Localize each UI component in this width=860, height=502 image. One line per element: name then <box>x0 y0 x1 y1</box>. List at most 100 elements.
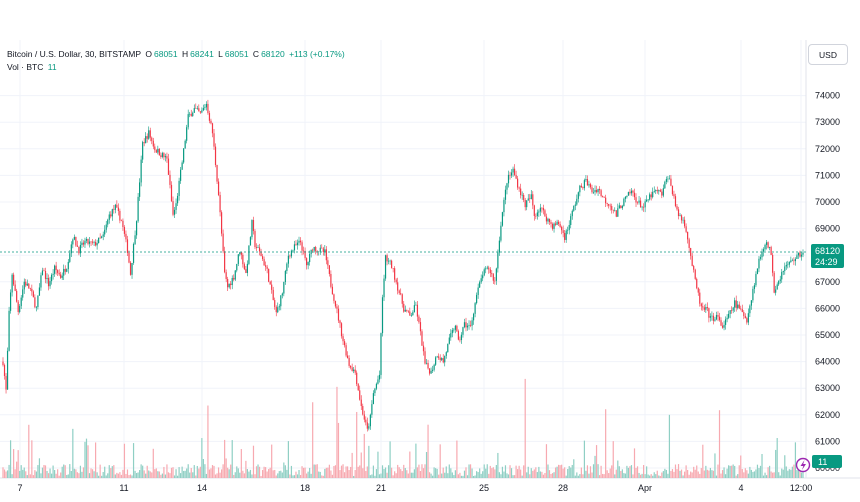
currency-button[interactable]: USD <box>808 44 848 65</box>
candle-body <box>176 195 179 204</box>
volume-bar <box>198 468 200 478</box>
candle-body <box>208 113 211 121</box>
candle-body <box>407 310 409 312</box>
volume-bar <box>782 469 784 478</box>
candle-body <box>348 358 350 366</box>
candle-body <box>551 223 554 229</box>
volume-bar <box>357 466 359 478</box>
volume-bar <box>676 469 678 478</box>
candle-body <box>60 274 62 278</box>
volume-bar <box>457 474 460 478</box>
candle-body <box>744 316 746 319</box>
volume-bar <box>683 471 686 478</box>
volume-bar <box>214 474 217 478</box>
volume-bar <box>551 473 554 478</box>
volume-bar <box>568 466 570 478</box>
low-label: L <box>218 49 223 59</box>
candle-body <box>547 218 549 222</box>
candle-body <box>693 265 695 270</box>
volume-bar <box>456 440 458 478</box>
volume-bar <box>351 452 353 478</box>
volume-bar <box>337 422 340 478</box>
candle-body <box>486 267 488 269</box>
volume-bar <box>603 474 605 478</box>
candle-body <box>359 390 361 400</box>
high-value: 68241 <box>190 49 214 59</box>
candle-body <box>488 267 490 270</box>
candle-body <box>650 194 652 198</box>
volume-bar <box>255 466 258 478</box>
volume-bar <box>327 467 329 478</box>
candle-body <box>673 194 675 197</box>
volume-bar <box>211 465 214 478</box>
volume-bar <box>58 475 60 478</box>
candle-body <box>447 343 449 353</box>
y-axis-labels: 6000061000620006300064000650006600067000… <box>815 91 840 473</box>
volume-bar <box>482 471 484 478</box>
candle-body <box>307 262 309 266</box>
volume-bar <box>694 469 696 478</box>
volume-bar <box>497 452 499 478</box>
candle-body <box>422 345 425 352</box>
volume-bar <box>64 465 66 478</box>
candle-body <box>453 329 455 331</box>
volume-bar <box>178 467 180 478</box>
volume-bar <box>166 464 168 478</box>
candle-body <box>729 310 731 314</box>
candle-body <box>409 311 411 316</box>
volume-bar <box>770 471 772 478</box>
candle-body <box>29 288 31 290</box>
volume-bar <box>474 475 476 478</box>
volume-bar <box>539 471 541 478</box>
candle-body <box>325 249 327 261</box>
symbol-title[interactable]: Bitcoin / U.S. Dollar, 30, BITSTAMP <box>7 49 141 59</box>
candle-body <box>791 260 793 262</box>
candle-body <box>195 108 197 109</box>
candle-body <box>442 358 444 363</box>
volume-bar <box>105 475 107 478</box>
candle-body <box>111 209 113 217</box>
volume-bar <box>602 473 604 478</box>
volume-bar <box>668 414 671 478</box>
volume-bar <box>735 475 737 478</box>
volume-bar <box>263 466 265 478</box>
x-tick-label: 18 <box>300 483 310 493</box>
candle-body <box>301 242 303 251</box>
volume-bar <box>680 469 683 478</box>
volume-bar <box>618 466 620 478</box>
volume-bar <box>518 465 520 478</box>
candle-body <box>603 196 605 198</box>
volume-bar <box>17 450 19 478</box>
volume-bar <box>435 468 437 478</box>
volume-bar <box>728 465 730 478</box>
volume-bar <box>231 440 233 478</box>
candle-body <box>653 191 655 192</box>
volume-bar <box>559 465 561 478</box>
volume-label[interactable]: Vol · BTC <box>7 62 44 72</box>
candle-body <box>239 252 241 255</box>
candle-body <box>557 221 560 224</box>
candle-body <box>468 324 470 326</box>
flash-icon[interactable] <box>795 457 811 473</box>
volume-bar <box>662 471 664 478</box>
volume-bar <box>88 473 91 478</box>
candle-body <box>699 292 701 304</box>
candle-body <box>274 300 276 307</box>
volume-bar <box>553 472 555 478</box>
candle-body <box>201 110 203 113</box>
volume-bar <box>503 471 505 478</box>
volume-bar <box>44 465 47 478</box>
volume-bar <box>699 473 701 478</box>
candle-body <box>73 236 75 240</box>
volume-bar <box>128 475 130 478</box>
candle-body <box>339 320 341 324</box>
x-tick-label: 12:00 <box>790 483 813 493</box>
candle-body <box>787 264 789 266</box>
candle-body <box>357 384 359 391</box>
volume-bar <box>495 465 497 478</box>
candle-body <box>682 219 684 221</box>
volume-bar <box>520 469 522 478</box>
candle-body <box>108 214 110 220</box>
candle-body <box>172 201 174 215</box>
